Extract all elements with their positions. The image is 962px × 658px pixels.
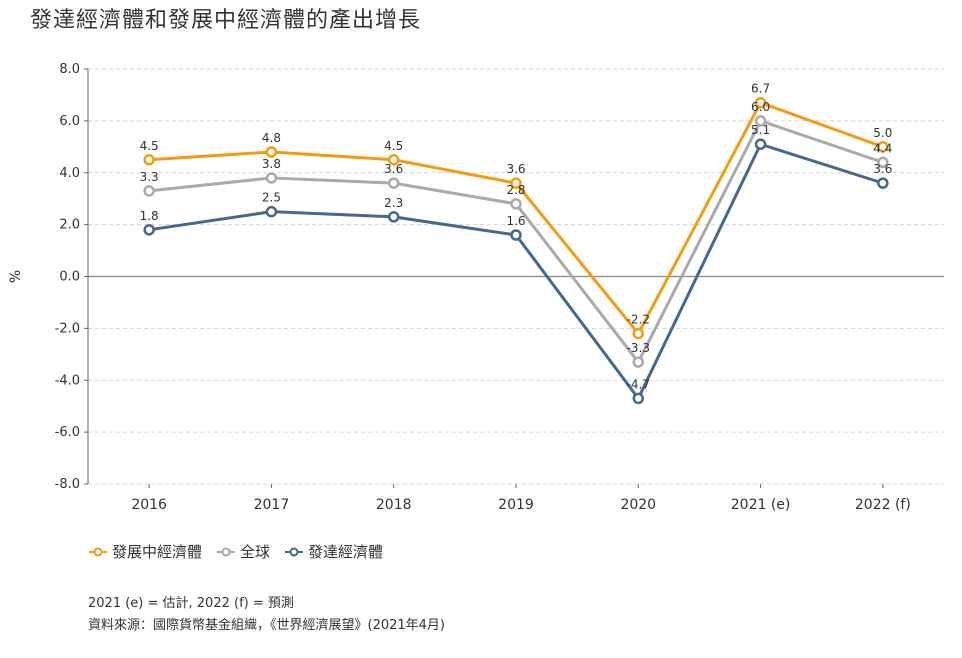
legend-symbol xyxy=(285,547,304,556)
data-point xyxy=(754,138,767,150)
data-point xyxy=(754,115,767,127)
y-tick-label: 4.0 xyxy=(59,166,80,181)
data-point xyxy=(143,154,155,166)
data-label: -3.3 xyxy=(627,341,650,355)
data-point xyxy=(632,356,645,368)
chart-legend: 發展中經濟體 全球 發達經濟體 xyxy=(88,541,383,562)
data-point xyxy=(632,327,645,340)
data-label: 4.5 xyxy=(140,139,159,153)
data-label: 3.8 xyxy=(262,157,281,171)
line-chart: 8.0 6.0 4.0 2.0 0.0 -2.0 -4.0 -6.0 -8.0% 2016 2017… xyxy=(8,62,944,513)
legend-label: 全球 xyxy=(240,543,271,561)
y-tick-label: -6.0 xyxy=(55,425,80,440)
data-point xyxy=(877,177,889,189)
data-point xyxy=(754,96,767,109)
legend-label: 發達經濟體 xyxy=(308,543,384,561)
data-point xyxy=(265,172,278,184)
legend-symbol xyxy=(217,547,236,556)
series-0: 4.5 4.8 4.5 3.6 -2.2 6.7 5.0 xyxy=(140,82,892,340)
legend-item[interactable]: 發展中經濟體 xyxy=(88,541,202,562)
data-point xyxy=(387,177,400,189)
data-label: 4.5 xyxy=(384,139,403,153)
data-point xyxy=(877,156,889,169)
x-tick-label: 2022 (f) xyxy=(855,497,911,513)
y-tick-label: -4.0 xyxy=(55,373,80,388)
data-label: 5.1 xyxy=(751,123,770,137)
data-label: 3.6 xyxy=(873,162,892,176)
legend-item[interactable]: 發達經濟體 xyxy=(284,541,383,562)
data-label: -4.7 xyxy=(627,377,650,391)
legend-symbol xyxy=(89,547,107,556)
data-label: 5.0 xyxy=(873,126,892,140)
data-point xyxy=(387,154,400,166)
y-tick-label: 8.0 xyxy=(59,62,80,77)
data-point xyxy=(387,211,400,223)
data-label: 2.5 xyxy=(262,191,281,205)
data-label: 4.4 xyxy=(873,141,892,155)
x-tick-label: 2020 xyxy=(620,497,656,513)
series-1: 3.3 3.8 3.6 2.8 -3.3 6.0 4.4 xyxy=(140,100,892,368)
legend-item[interactable]: 全球 xyxy=(216,541,270,562)
data-label: 1.8 xyxy=(140,209,159,223)
data-label: 2.8 xyxy=(506,183,525,197)
data-point xyxy=(265,205,278,218)
data-label: 3.6 xyxy=(384,162,403,176)
source-note: 資料來源：國際貨幣基金組織，《世界經濟展望》(2021年4月) xyxy=(88,618,445,633)
y-tick-label: -2.0 xyxy=(55,321,80,336)
data-point xyxy=(265,146,278,158)
data-label: 3.3 xyxy=(140,170,159,184)
y-tick-label: -8.0 xyxy=(55,477,80,492)
y-tick-label: 2.0 xyxy=(59,218,80,233)
data-label: 6.7 xyxy=(751,82,770,96)
data-point xyxy=(510,229,522,241)
data-label: 4.8 xyxy=(262,131,281,145)
data-point xyxy=(143,224,155,236)
data-label: 2.3 xyxy=(384,196,403,210)
x-tick-label: 2016 xyxy=(131,497,167,513)
x-tick-label: 2021 (e) xyxy=(731,497,791,513)
series-line xyxy=(148,119,884,364)
data-label: 6.0 xyxy=(751,100,770,114)
data-label: 1.6 xyxy=(506,214,525,228)
data-point xyxy=(632,392,645,405)
x-tick-label: 2019 xyxy=(498,497,534,513)
data-point xyxy=(877,141,889,153)
legend-label: 發展中經濟體 xyxy=(112,543,203,561)
estimate-note: 2021 (e) = 估計, 2022 (f) = 預測 xyxy=(88,596,294,611)
data-label: -2.2 xyxy=(627,313,650,327)
x-tick-label: 2017 xyxy=(254,497,290,513)
series-2: 1.8 2.5 2.3 1.6 -4.7 5.1 3.6 xyxy=(140,123,892,405)
data-label: 3.6 xyxy=(506,162,525,176)
data-point xyxy=(143,185,155,197)
y-tick-label: 6.0 xyxy=(59,114,80,129)
y-axis-label: % xyxy=(8,270,24,283)
x-tick-label: 2018 xyxy=(376,497,412,513)
data-point xyxy=(510,198,522,210)
chart-title: 發達經濟體和發展中經濟體的產出增長 xyxy=(30,8,422,33)
data-point xyxy=(510,177,522,189)
y-tick-label: 0.0 xyxy=(59,270,80,285)
